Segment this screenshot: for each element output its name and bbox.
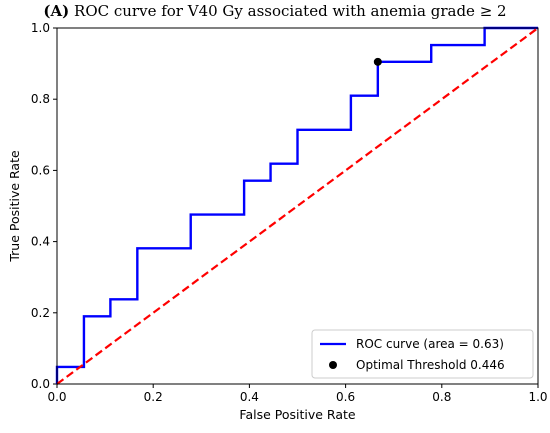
x-tick-label: 0.8 — [432, 390, 451, 404]
legend-box — [311, 329, 534, 379]
axis-ticks: 0.0 0.2 0.4 0.6 0.8 1.0 0.0 0.2 0.4 0.6 0.8 1.0 — [31, 21, 548, 404]
y-tick-label: 0.0 — [31, 377, 50, 391]
x-tick-label: 0.0 — [47, 390, 66, 404]
x-tick-label: 0.2 — [144, 390, 163, 404]
x-tick-label: 0.4 — [240, 390, 259, 404]
y-tick-label: 0.4 — [31, 235, 50, 249]
legend: ROC curve (area = 0.63) Optimal Threshol… — [311, 329, 534, 379]
y-tick-label: 0.8 — [31, 92, 50, 106]
optimal-threshold-point — [373, 57, 382, 66]
x-axis-label: False Positive Rate — [239, 407, 355, 422]
roc-curve-line — [55, 26, 538, 384]
chart-title: (A) ROC curve for V40 Gy associated with… — [0, 2, 550, 20]
y-tick-label: 0.2 — [31, 306, 50, 320]
chart-title-text: ROC curve for V40 Gy associated with ane… — [74, 2, 507, 20]
chart-title-prefix: (A) — [43, 2, 70, 20]
legend-roc-label: ROC curve (area = 0.63) — [356, 337, 504, 351]
y-tick-label: 0.6 — [31, 163, 50, 177]
plot-lines — [55, 26, 539, 385]
y-axis-label: True Positive Rate — [7, 150, 22, 263]
plot-frame — [56, 27, 539, 385]
chance-diagonal-line — [56, 27, 539, 385]
legend-threshold-label: Optimal Threshold 0.446 — [356, 358, 505, 372]
legend-threshold-swatch — [329, 361, 337, 369]
y-tick-label: 1.0 — [31, 21, 50, 35]
x-tick-label: 1.0 — [528, 390, 547, 404]
x-tick-label: 0.6 — [336, 390, 355, 404]
